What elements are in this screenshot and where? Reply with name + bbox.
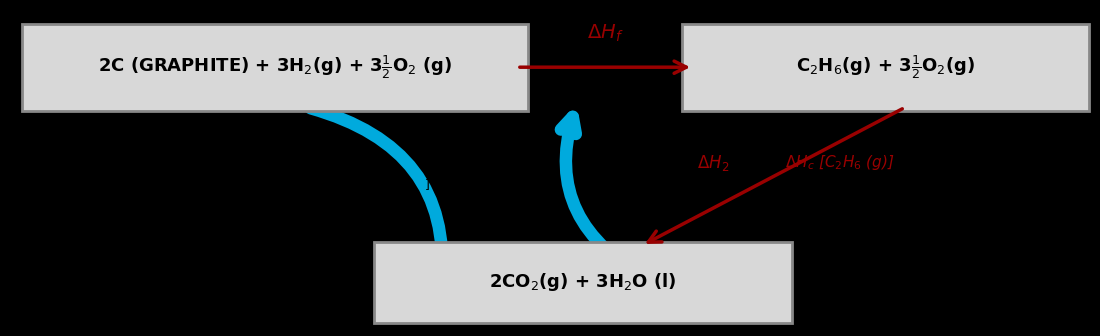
Text: $\Delta$H$_f$: $\Delta$H$_f$ bbox=[586, 23, 624, 44]
Text: ] +: ] + bbox=[425, 178, 444, 191]
FancyBboxPatch shape bbox=[22, 24, 528, 111]
Text: 2C (GRAPHITE) + 3H$_2$(g) + 3$\frac{1}{2}$O$_2$ (g): 2C (GRAPHITE) + 3H$_2$(g) + 3$\frac{1}{2… bbox=[98, 53, 452, 81]
Text: C$_2$H$_6$(g) + 3$\frac{1}{2}$O$_2$(g): C$_2$H$_6$(g) + 3$\frac{1}{2}$O$_2$(g) bbox=[796, 53, 975, 81]
Text: 2CO$_2$(g) + 3H$_2$O (l): 2CO$_2$(g) + 3H$_2$O (l) bbox=[490, 271, 676, 293]
Text: $\Delta$H$_2$: $\Delta$H$_2$ bbox=[697, 153, 729, 173]
FancyBboxPatch shape bbox=[682, 24, 1089, 111]
Text: $\Delta$H$_c$ [C$_2$H$_6$ (g)]: $\Delta$H$_c$ [C$_2$H$_6$ (g)] bbox=[784, 154, 894, 172]
FancyBboxPatch shape bbox=[374, 242, 792, 323]
